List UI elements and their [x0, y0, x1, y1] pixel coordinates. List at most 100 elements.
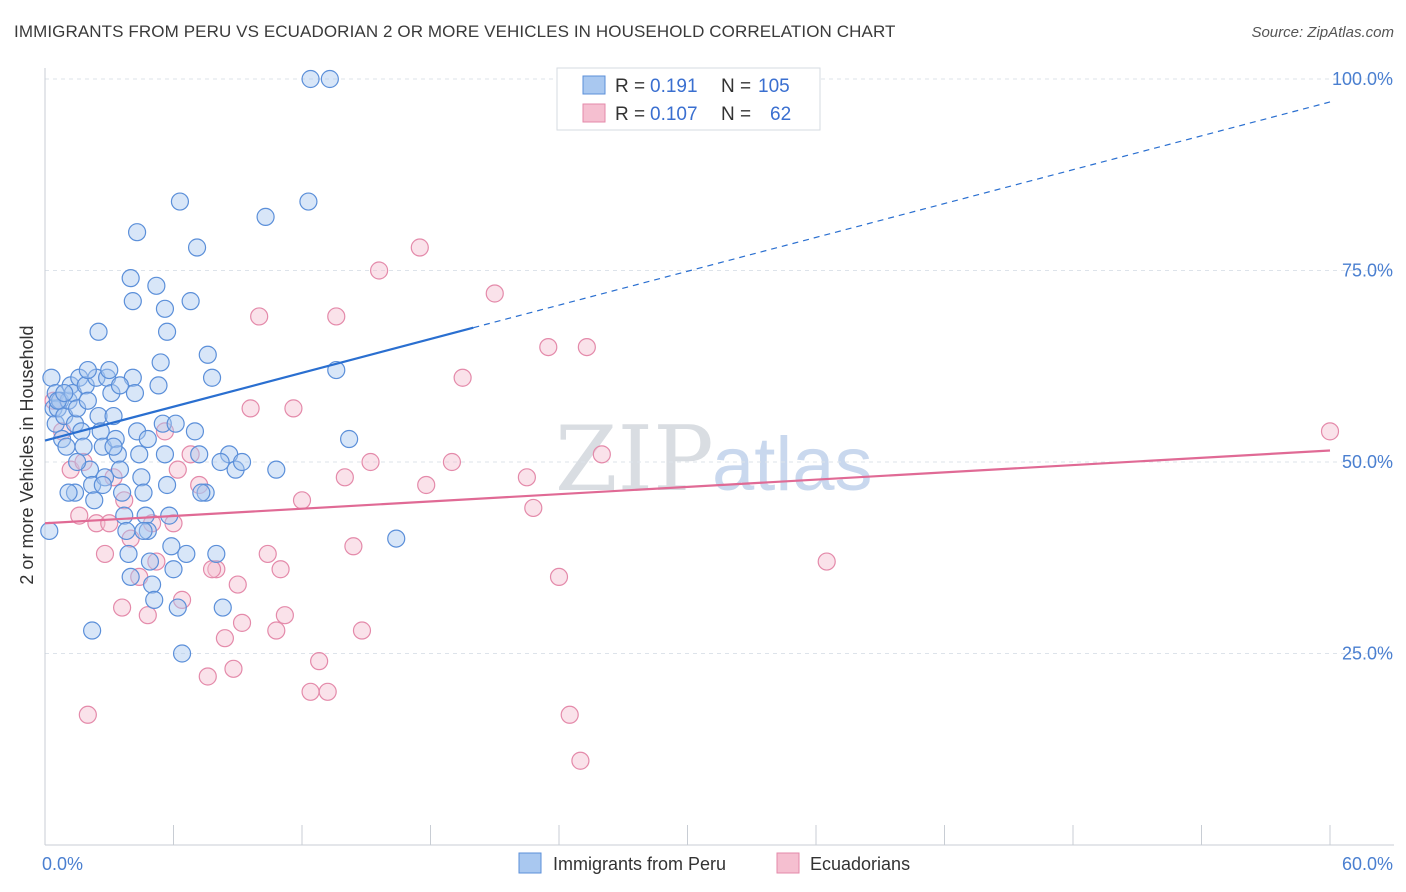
- point-blue-67: [170, 192, 190, 211]
- point-pink-8: [112, 598, 132, 617]
- point-pink-30: [301, 682, 320, 701]
- point-pink-58: [228, 575, 247, 594]
- point-pink-60: [100, 514, 119, 533]
- axes: [44, 68, 1394, 846]
- point-blue-76: [213, 598, 232, 617]
- point-blue-102: [83, 621, 102, 640]
- point-blue-46: [138, 521, 157, 541]
- point-blue-62: [123, 292, 142, 311]
- point-pink-59: [271, 560, 290, 579]
- point-pink-32: [318, 682, 337, 701]
- y-axis-title: 2 or more Vehicles in Household: [17, 325, 37, 584]
- point-pink-49: [571, 751, 590, 770]
- point-blue-93: [78, 360, 97, 380]
- point-pink-51: [592, 445, 611, 464]
- point-blue-84: [320, 69, 339, 89]
- point-blue-35: [115, 506, 134, 525]
- point-blue-37: [119, 544, 138, 564]
- point-pink-18: [198, 667, 217, 686]
- chart-title: IMMIGRANTS FROM PERU VS ECUADORIAN 2 OR …: [14, 22, 896, 41]
- point-pink-34: [335, 468, 354, 487]
- point-blue-44: [134, 483, 153, 502]
- tick-labels: 25.0% 50.0% 75.0% 100.0% 0.0% 60.0%: [42, 69, 1393, 874]
- point-pink-50: [577, 338, 596, 357]
- point-blue-92: [68, 452, 87, 472]
- point-blue-61: [121, 269, 140, 288]
- point-blue-80: [256, 207, 275, 226]
- point-pink-56: [168, 460, 187, 479]
- watermark-atlas: atlas: [712, 422, 873, 507]
- trend-line-pink: [44, 449, 1331, 525]
- point-pink-23: [241, 399, 260, 418]
- point-blue-63: [127, 223, 147, 242]
- legend-r-value-1: 0.191: [650, 76, 698, 97]
- point-blue-42: [130, 445, 149, 464]
- legend-n-value-2: 62: [770, 104, 791, 125]
- point-pink-21: [224, 659, 243, 678]
- y-tick-label-2: 75.0%: [1342, 261, 1393, 281]
- point-blue-101: [211, 452, 230, 472]
- legend-r-label-1: R =: [615, 76, 645, 97]
- point-pink-22: [232, 613, 252, 632]
- point-pink-27: [275, 606, 294, 625]
- point-blue-68: [187, 238, 207, 257]
- point-pink-20: [215, 629, 234, 648]
- stats-legend: R = 0.191 N = 105 R = 0.107 N = 62: [556, 67, 821, 131]
- x-tick-label-min: 0.0%: [42, 854, 83, 874]
- point-blue-36: [117, 521, 136, 541]
- point-pink-42: [453, 368, 472, 387]
- series-immigrants-from-peru: [40, 69, 406, 663]
- point-blue-58: [168, 598, 187, 617]
- point-pink-12: [147, 552, 166, 571]
- point-pink-39: [410, 238, 429, 257]
- y-tick-label-3: 100.0%: [1332, 69, 1393, 89]
- point-pink-48: [560, 705, 579, 724]
- watermark-zip: ZIP: [555, 407, 714, 512]
- point-blue-71: [202, 368, 222, 387]
- point-blue-94: [93, 475, 112, 495]
- point-pink-53: [1320, 422, 1340, 441]
- legend-r-value-2: 0.107: [650, 104, 698, 125]
- point-blue-21: [85, 491, 104, 510]
- point-pink-25: [258, 544, 277, 564]
- point-blue-40: [125, 383, 145, 403]
- x-tick-label-max: 60.0%: [1342, 854, 1393, 874]
- point-blue-8: [57, 437, 76, 456]
- point-blue-86: [340, 429, 359, 449]
- point-blue-88: [65, 483, 85, 502]
- point-pink-19: [207, 560, 226, 579]
- legend-swatch-pink: [582, 103, 606, 123]
- point-pink-33: [327, 307, 346, 326]
- bottom-legend-label-peru: Immigrants from Peru: [553, 854, 726, 874]
- point-pink-45: [524, 498, 543, 518]
- grid-lines: [45, 78, 1392, 654]
- point-blue-16: [74, 437, 93, 456]
- bottom-legend-label-ecuadorians: Ecuadorians: [810, 854, 910, 874]
- bottom-legend-swatch-pink: [776, 852, 800, 874]
- point-pink-41: [442, 452, 462, 472]
- point-pink-29: [292, 491, 312, 510]
- trend-line-blue: [44, 326, 474, 442]
- point-blue-28: [100, 360, 119, 380]
- point-pink-37: [361, 452, 380, 472]
- point-blue-89: [40, 521, 59, 541]
- bottom-legend-swatch-blue: [518, 852, 542, 874]
- point-blue-100: [192, 483, 211, 502]
- point-blue-75: [207, 544, 226, 564]
- point-blue-64: [147, 276, 166, 295]
- point-pink-24: [250, 307, 269, 326]
- point-pink-46: [539, 338, 558, 357]
- point-blue-50: [149, 376, 168, 395]
- point-pink-28: [284, 399, 303, 418]
- point-blue-49: [145, 590, 164, 609]
- point-blue-72: [185, 422, 205, 441]
- point-pink-4: [78, 705, 97, 724]
- point-pink-47: [549, 567, 569, 587]
- source-label: Source: ZipAtlas.com: [1251, 24, 1394, 41]
- point-blue-69: [181, 292, 200, 311]
- point-blue-103: [134, 521, 153, 541]
- point-blue-23: [89, 406, 108, 426]
- point-pink-52: [817, 552, 836, 571]
- point-blue-48: [142, 575, 162, 594]
